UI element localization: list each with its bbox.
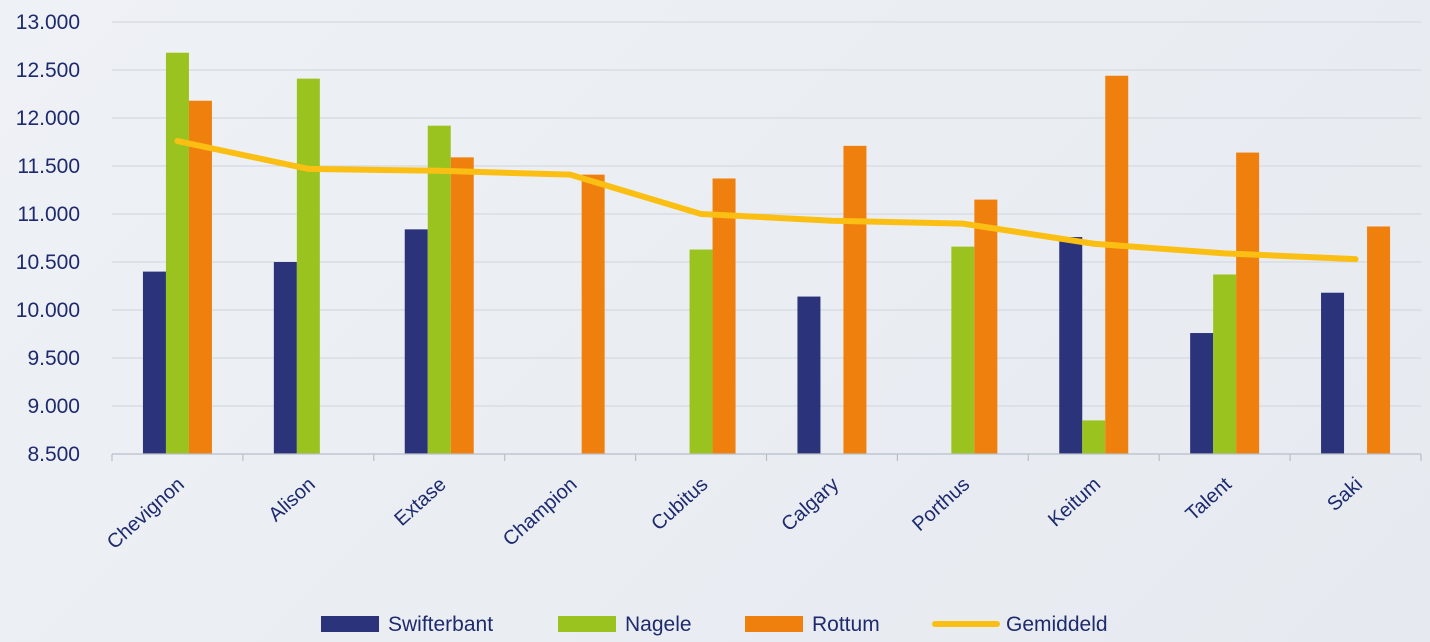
legend: Swifterbant Nagele Rottum Gemiddeld bbox=[321, 613, 1108, 636]
average-line bbox=[174, 138, 1359, 263]
legend-swatch-nagele bbox=[558, 616, 616, 632]
legend-swatch-rottum bbox=[745, 616, 803, 632]
bar-swifterbant bbox=[404, 229, 428, 454]
legend-swatch-swifterbant bbox=[321, 616, 379, 632]
y-tick-label: 13.000 bbox=[16, 11, 80, 34]
bar-rottum bbox=[1105, 75, 1129, 454]
bar-rottum bbox=[450, 157, 474, 455]
y-tick-label: 8.500 bbox=[27, 443, 80, 466]
bar-rottum bbox=[1367, 226, 1391, 454]
legend-label-rottum: Rottum bbox=[812, 613, 880, 636]
y-tick-label: 9.500 bbox=[27, 347, 80, 370]
bar-swifterbant bbox=[273, 262, 297, 454]
category-labels: Chevignon Alison Extase Champion Cubitus Calg… bbox=[103, 473, 1367, 554]
y-tick-label: 12.500 bbox=[16, 59, 80, 82]
y-tick-label: 9.000 bbox=[27, 395, 80, 418]
bar-swifterbant bbox=[1321, 292, 1345, 454]
bar-nagele bbox=[951, 246, 975, 454]
category-label: Calgary bbox=[777, 473, 843, 535]
category-label: Talent bbox=[1182, 473, 1237, 525]
y-tick-label: 11.500 bbox=[17, 155, 80, 178]
category-label: Chevignon bbox=[103, 473, 189, 553]
line-gemiddeld bbox=[174, 138, 1359, 263]
bar-nagele bbox=[427, 125, 451, 455]
legend-label-swifterbant: Swifterbant bbox=[388, 613, 493, 636]
category-label: Porthus bbox=[908, 473, 974, 535]
category-label: Saki bbox=[1323, 473, 1367, 515]
bar-nagele bbox=[165, 52, 189, 454]
category-label: Champion bbox=[499, 473, 581, 550]
bar-nagele bbox=[1082, 420, 1106, 454]
bar-swifterbant bbox=[1059, 237, 1083, 454]
bars bbox=[142, 52, 1391, 455]
y-tick-label: 10.000 bbox=[16, 299, 80, 322]
bar-swifterbant bbox=[1190, 333, 1214, 454]
bar-nagele bbox=[1213, 274, 1237, 454]
x-axis bbox=[111, 453, 1422, 461]
category-label: Cubitus bbox=[647, 473, 712, 535]
y-tick-label: 10.500 bbox=[16, 251, 80, 274]
y-tick-label: 11.000 bbox=[17, 203, 80, 226]
y-tick-label: 12.000 bbox=[16, 107, 80, 130]
y-axis-ticks: 8.500 9.000 9.500 10.000 10.500 11.000 11.500 1… bbox=[16, 11, 80, 466]
legend-label-gemiddeld: Gemiddeld bbox=[1006, 613, 1108, 636]
category-label: Keitum bbox=[1044, 473, 1105, 531]
category-label: Extase bbox=[390, 473, 450, 530]
bar-rottum bbox=[1236, 152, 1260, 454]
legend-label-nagele: Nagele bbox=[625, 613, 692, 636]
bar-rottum bbox=[188, 100, 212, 454]
bar-rottum bbox=[974, 199, 998, 454]
bar-swifterbant bbox=[797, 296, 821, 454]
bar-swifterbant bbox=[142, 271, 166, 454]
bar-rottum bbox=[843, 145, 867, 454]
bar-nagele bbox=[296, 78, 320, 454]
category-label: Alison bbox=[264, 473, 319, 526]
bar-rottum bbox=[712, 178, 736, 455]
gridlines bbox=[112, 21, 1421, 407]
bar-nagele bbox=[689, 249, 713, 454]
bar-rottum bbox=[581, 174, 605, 454]
